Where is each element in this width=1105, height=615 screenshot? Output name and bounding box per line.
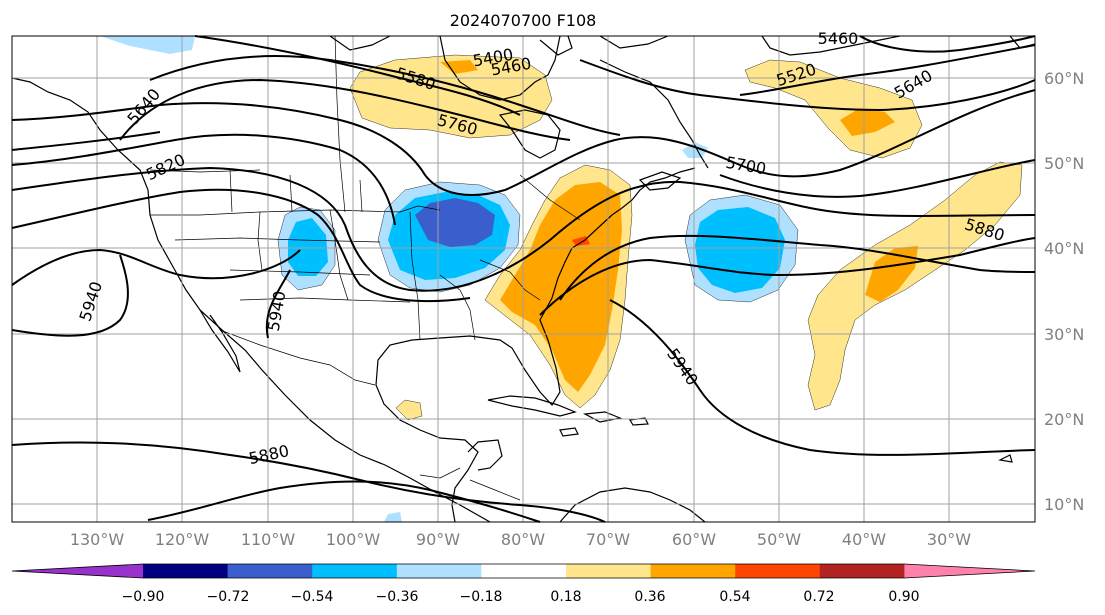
colorbar: −0.90 −0.72 −0.54 −0.36 −0.18 0.18 0.36 … bbox=[11, 563, 1036, 605]
contour-label: 5460 bbox=[818, 29, 859, 48]
colorbar-swatch bbox=[735, 564, 821, 578]
colorbar-swatch bbox=[481, 564, 567, 578]
lon-label: 60°W bbox=[672, 530, 716, 549]
political-borders bbox=[149, 35, 581, 501]
colorbar-outline bbox=[11, 563, 1036, 579]
lat-label: 50°N bbox=[1044, 154, 1084, 173]
colorbar-tick-label: 0.90 bbox=[888, 589, 919, 605]
lat-label: 60°N bbox=[1044, 69, 1084, 88]
colorbar-tick-label: −0.54 bbox=[291, 589, 334, 605]
colorbar-extend-low bbox=[12, 564, 143, 578]
latitude-labels: 60°N 50°N 40°N 30°N 20°N 10°N bbox=[1044, 69, 1084, 514]
colorbar-tick-label: −0.72 bbox=[207, 589, 250, 605]
lon-label: 110°W bbox=[241, 530, 296, 549]
lat-label: 30°N bbox=[1044, 325, 1084, 344]
lon-label: 70°W bbox=[586, 530, 630, 549]
lat-label: 10°N bbox=[1044, 495, 1084, 514]
colorbar-tick-label: 0.54 bbox=[719, 589, 750, 605]
lon-label: 30°W bbox=[927, 530, 971, 549]
colorbar-extend-high bbox=[904, 564, 1035, 578]
colorbar-swatch bbox=[566, 564, 652, 578]
lat-label: 40°N bbox=[1044, 239, 1084, 258]
lon-label: 100°W bbox=[326, 530, 381, 549]
colorbar-tick-label: −0.18 bbox=[460, 589, 503, 605]
colorbar-swatch bbox=[396, 564, 482, 578]
colorbar-swatches bbox=[11, 563, 1036, 579]
colorbar-swatch bbox=[819, 564, 905, 578]
colorbar-swatch bbox=[312, 564, 398, 578]
lon-label: 80°W bbox=[501, 530, 545, 549]
colorbar-tick-labels: −0.90 −0.72 −0.54 −0.36 −0.18 0.18 0.36 … bbox=[122, 589, 920, 605]
map-panel: 5640 5820 5580 5760 5400 5460 5460 5520 … bbox=[11, 29, 1036, 523]
colorbar-swatch bbox=[143, 564, 229, 578]
colorbar-tick-label: −0.36 bbox=[376, 589, 419, 605]
lon-label: 40°W bbox=[842, 530, 886, 549]
lon-label: 50°W bbox=[757, 530, 801, 549]
lat-label: 20°N bbox=[1044, 410, 1084, 429]
lon-label: 130°W bbox=[70, 530, 125, 549]
height-contours bbox=[11, 35, 1036, 523]
map-frame bbox=[11, 35, 1036, 523]
lon-label: 90°W bbox=[416, 530, 460, 549]
longitude-labels: 130°W 120°W 110°W 100°W 90°W 80°W 70°W 6… bbox=[70, 530, 971, 549]
colorbar-tick-label: 0.36 bbox=[634, 589, 665, 605]
colorbar-tick-label: 0.72 bbox=[803, 589, 834, 605]
colorbar-swatch bbox=[650, 564, 736, 578]
colorbar-tick-label: −0.90 bbox=[122, 589, 165, 605]
lon-label: 120°W bbox=[155, 530, 210, 549]
map-title: 2024070700 F108 bbox=[450, 11, 597, 30]
colorbar-tick-label: 0.18 bbox=[550, 589, 581, 605]
graticule bbox=[12, 36, 1035, 522]
colorbar-swatch bbox=[227, 564, 313, 578]
